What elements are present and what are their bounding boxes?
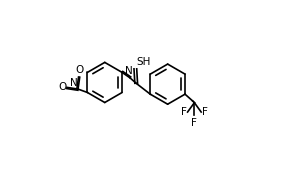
Text: F: F	[181, 107, 187, 117]
Text: O: O	[58, 82, 66, 92]
Text: SH: SH	[136, 57, 150, 67]
Text: F: F	[202, 107, 208, 117]
Text: N: N	[125, 66, 133, 76]
Text: F: F	[191, 118, 197, 128]
Text: O: O	[76, 65, 84, 75]
Text: N: N	[69, 78, 77, 88]
